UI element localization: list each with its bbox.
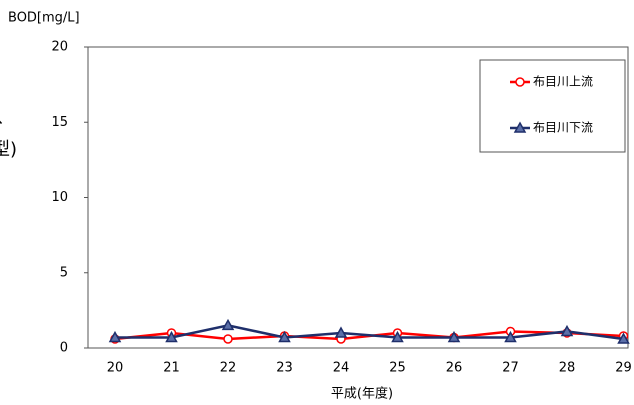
- y-axis-label: BOD[mg/L]: [8, 11, 80, 26]
- x-tick-label: 26: [446, 361, 463, 376]
- y-tick-label: 10: [51, 190, 68, 205]
- x-tick-label: 20: [107, 361, 124, 376]
- x-tick-label: 29: [615, 361, 632, 376]
- y-tick-label: 0: [60, 341, 68, 356]
- series-line: [115, 324, 624, 341]
- x-tick-label: 25: [389, 361, 406, 376]
- data-point: [221, 318, 235, 331]
- x-tick-label: 24: [333, 361, 350, 376]
- data-point: [108, 330, 122, 343]
- data-point: [560, 324, 574, 337]
- x-tick-label: 22: [220, 361, 237, 376]
- data-point: [223, 334, 233, 344]
- data-point: [504, 330, 517, 343]
- y-tick-label: 20: [51, 40, 68, 55]
- x-axis-label: 平成(年度): [331, 386, 393, 402]
- data-point: [165, 330, 178, 343]
- legend-marker: [513, 121, 527, 133]
- legend-box: [479, 59, 626, 153]
- x-tick-label: 21: [163, 361, 180, 376]
- data-point: [278, 330, 291, 343]
- data-point: [617, 332, 630, 344]
- legend-label: 布目川下流: [533, 121, 593, 135]
- y-tick-label: 5: [60, 265, 68, 280]
- legend-marker: [515, 77, 525, 87]
- x-tick-label: 23: [276, 361, 293, 376]
- data-point: [391, 330, 404, 343]
- annotation: 、: [0, 107, 14, 128]
- x-tick-label: 27: [502, 361, 519, 376]
- data-point: [447, 330, 461, 343]
- data-point: [334, 326, 348, 338]
- y-tick-label: 15: [51, 115, 68, 130]
- annotation: 型): [0, 139, 17, 160]
- x-tick-label: 28: [559, 361, 576, 376]
- legend-label: 布目川上流: [533, 75, 593, 89]
